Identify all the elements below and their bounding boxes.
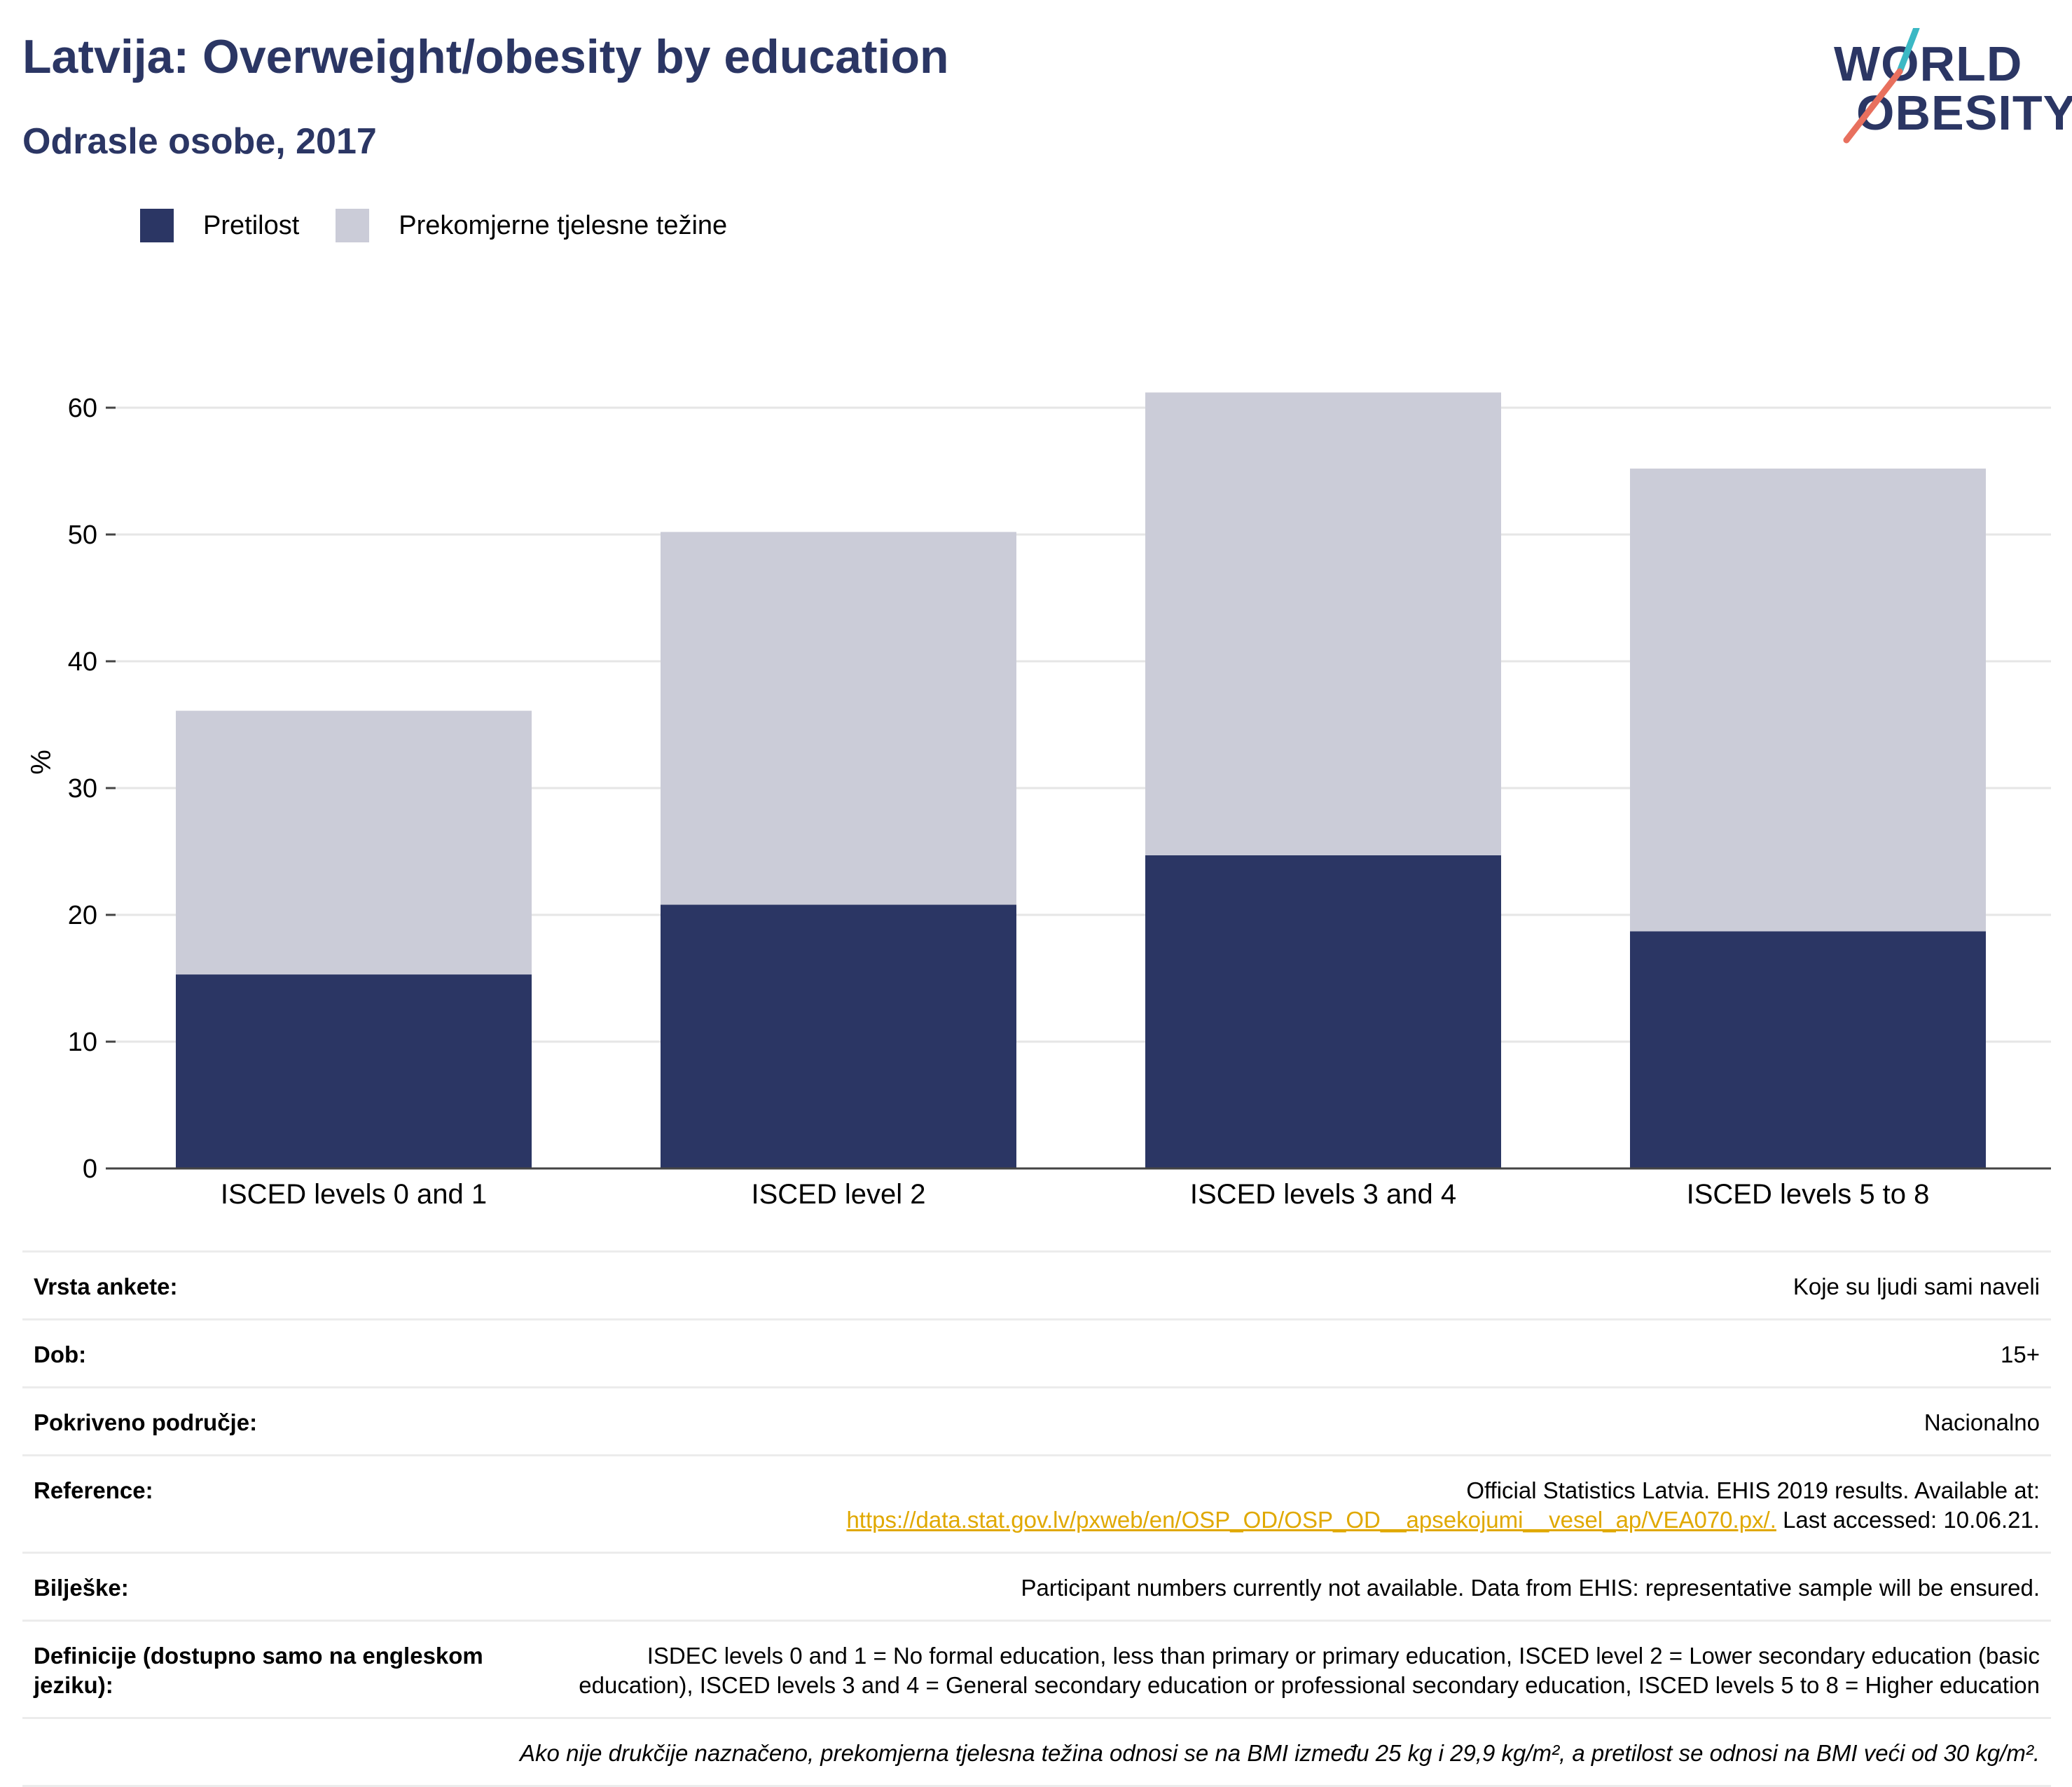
bar-obesity-2[interactable] bbox=[661, 904, 1016, 1168]
x-tick-label-1: ISCED levels 0 and 1 bbox=[221, 1179, 487, 1210]
logo-text-obesity: OBESITY bbox=[1856, 85, 2072, 140]
y-tick-label-20: 20 bbox=[68, 901, 97, 930]
bar-overweight-2[interactable] bbox=[661, 532, 1016, 905]
chart-legend: Pretilost Prekomjerne tjelesne težine bbox=[140, 207, 764, 244]
reference-accessed: Last accessed: 10.06.21. bbox=[1776, 1507, 2040, 1533]
age-value: 15+ bbox=[2001, 1341, 2040, 1367]
y-axis-label: % bbox=[26, 750, 57, 775]
notes-value: Participant numbers currently not availa… bbox=[1021, 1575, 2040, 1601]
bar-obesity-3[interactable] bbox=[1145, 855, 1501, 1168]
reference-label: Reference: bbox=[34, 1477, 153, 1503]
definitions-label: Definicije (dostupno samo na engleskom j… bbox=[34, 1643, 483, 1698]
survey-type-label: Vrsta ankete: bbox=[34, 1274, 178, 1299]
legend-swatch-obesity bbox=[140, 209, 174, 242]
axes: 0 10 20 30 40 50 60 ISCED levels 0 and 1 ISCED l… bbox=[68, 394, 2051, 1210]
chart-title: Latvija: Overweight/obesity by education bbox=[22, 30, 949, 83]
meta-row-definitions: Definicije (dostupno samo na engleskom j… bbox=[22, 1620, 2051, 1717]
reference-value: Official Statistics Latvia. EHIS 2019 re… bbox=[181, 1476, 2040, 1535]
x-tick-label-3: ISCED levels 3 and 4 bbox=[1190, 1179, 1456, 1210]
legend-label-obesity: Pretilost bbox=[203, 210, 300, 240]
bar-overweight-1[interactable] bbox=[176, 710, 532, 975]
legend-item-overweight[interactable]: Prekomjerne tjelesne težine bbox=[336, 209, 727, 242]
legend-swatch-overweight bbox=[336, 209, 370, 242]
bars bbox=[176, 392, 1986, 1168]
notes-label: Bilješke: bbox=[34, 1575, 129, 1601]
bar-overweight-3[interactable] bbox=[1145, 392, 1501, 855]
meta-row-notes: Bilješke: Participant numbers currently … bbox=[22, 1552, 2051, 1620]
meta-row-reference: Reference: Official Statistics Latvia. E… bbox=[22, 1454, 2051, 1552]
bar-chart: 0 10 20 30 40 50 60 ISCED levels 0 and 1 ISCED l… bbox=[26, 392, 2051, 1210]
chart-subtitle: Odrasle osobe, 2017 bbox=[22, 121, 377, 162]
bar-overweight-4[interactable] bbox=[1630, 468, 1986, 932]
x-tick-label-2: ISCED level 2 bbox=[752, 1179, 926, 1210]
meta-row-age: Dob: 15+ bbox=[22, 1318, 2051, 1386]
y-tick-label-10: 10 bbox=[68, 1028, 97, 1057]
reference-link[interactable]: https://data.stat.gov.lv/pxweb/en/OSP_OD… bbox=[846, 1507, 1776, 1533]
y-tick-label-0: 0 bbox=[83, 1154, 97, 1184]
y-tick-label-50: 50 bbox=[68, 520, 97, 550]
meta-row-coverage: Pokriveno područje: Nacionalno bbox=[22, 1386, 2051, 1454]
y-tick-label-30: 30 bbox=[68, 774, 97, 803]
coverage-label: Pokriveno područje: bbox=[34, 1409, 258, 1435]
metadata-table: Vrsta ankete: Koje su ljudi sami naveli … bbox=[22, 1250, 2051, 1787]
survey-type-value: Koje su ljudi sami naveli bbox=[1793, 1274, 2040, 1299]
world-obesity-logo: WORLD OBESITY bbox=[1821, 28, 2072, 154]
meta-row-survey: Vrsta ankete: Koje su ljudi sami naveli bbox=[22, 1250, 2051, 1318]
logo-slash-icon bbox=[1843, 28, 1920, 144]
logo-text-world: WORLD bbox=[1834, 36, 2023, 91]
footnote: Ako nije drukčije naznačeno, prekomjerna… bbox=[22, 1717, 2051, 1787]
reference-text: Official Statistics Latvia. EHIS 2019 re… bbox=[1466, 1477, 2040, 1503]
legend-label-overweight: Prekomjerne tjelesne težine bbox=[399, 210, 728, 240]
y-tick-label-60: 60 bbox=[68, 394, 97, 423]
definitions-value: ISDEC levels 0 and 1 = No formal educati… bbox=[579, 1643, 2040, 1698]
x-tick-label-4: ISCED levels 5 to 8 bbox=[1687, 1179, 1930, 1210]
bar-obesity-4[interactable] bbox=[1630, 931, 1986, 1168]
coverage-value: Nacionalno bbox=[1923, 1409, 2040, 1435]
age-label: Dob: bbox=[34, 1341, 87, 1367]
bar-obesity-1[interactable] bbox=[176, 974, 532, 1168]
y-tick-label-40: 40 bbox=[68, 647, 97, 677]
legend-item-obesity[interactable]: Pretilost bbox=[140, 209, 299, 242]
